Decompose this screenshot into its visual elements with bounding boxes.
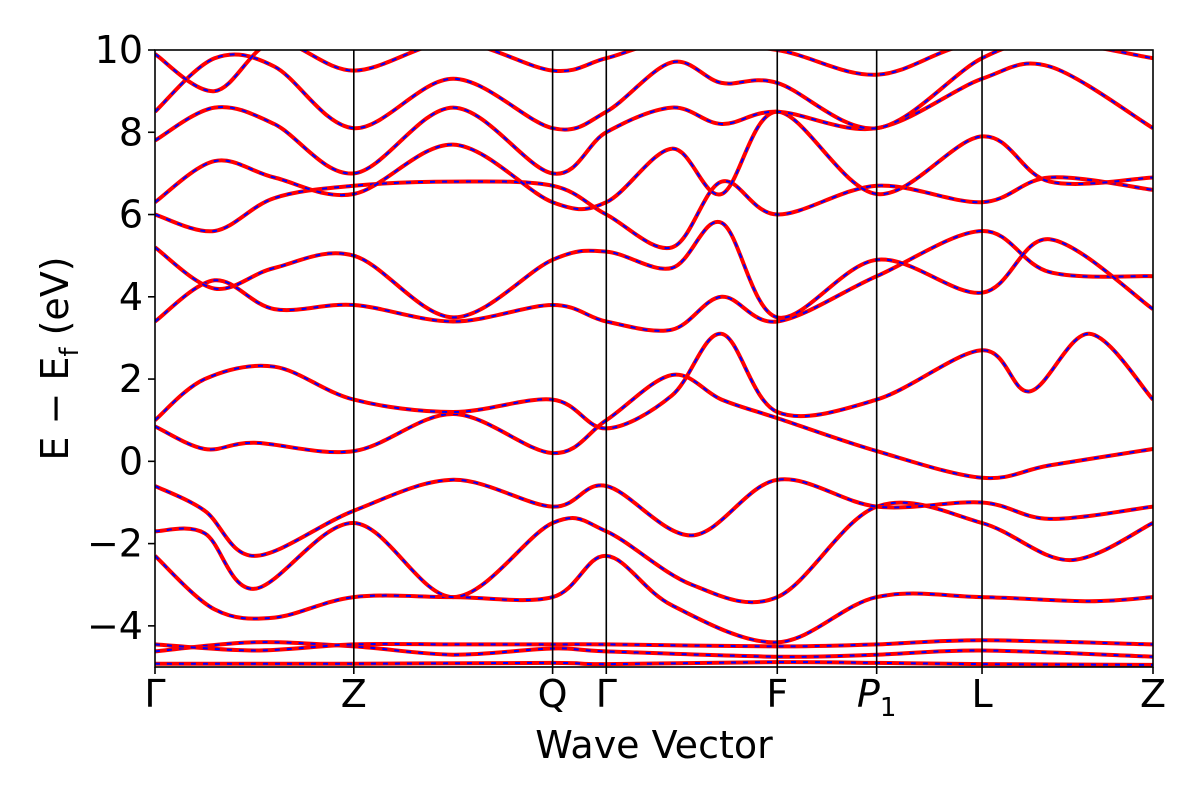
y-axis-ticks: −4 −2 0 2 4 6 8 10 — [87, 28, 155, 648]
band-15-fit-line — [155, 50, 952, 93]
band-6-dft-line — [155, 477, 1153, 558]
x-axis-label: Wave Vector — [535, 723, 773, 767]
x-tick-label: L — [971, 672, 992, 716]
y-tick-label: 8 — [119, 110, 143, 154]
band-1-fit-line — [155, 661, 1153, 666]
y-tick-label: 4 — [119, 275, 143, 319]
y-tick-label: 2 — [119, 357, 143, 401]
band-4-fit-line — [155, 554, 1153, 644]
x-tick-label: Z — [341, 672, 367, 716]
high-symmetry-dividers — [353, 50, 983, 667]
y-axis-label-sub: f — [55, 347, 85, 357]
x-axis-ticks: Γ Z Q Γ F P1 L Z — [144, 667, 1166, 723]
band-13-fit-line — [155, 62, 1153, 175]
x-tick-label: P1 — [857, 672, 896, 723]
band-10-fit-line — [155, 220, 1153, 319]
x-tick-label: Γ — [144, 672, 165, 716]
band-12-fit-line — [155, 110, 1153, 211]
band-12-dft-line — [155, 109, 1153, 212]
band-1-dft-line — [155, 660, 1153, 667]
x-tick-label: Γ — [596, 672, 617, 716]
band-14-fit-line — [155, 50, 1153, 131]
y-tick-label: 6 — [119, 193, 143, 237]
y-tick-label: −4 — [87, 604, 143, 648]
y-axis-label: E − Ef (eV) — [33, 256, 85, 460]
plot-area — [155, 50, 1153, 667]
y-tick-label: 10 — [95, 28, 143, 72]
y-tick-label: −2 — [87, 522, 143, 566]
band-7-fit-line — [155, 373, 1153, 480]
y-axis-label-unit: (eV) — [33, 256, 77, 347]
band-5-fit-line — [155, 501, 1153, 604]
band-7-dft-line — [155, 372, 1153, 481]
plot-frame — [154, 49, 1154, 668]
band-8-dft-line — [155, 331, 1153, 431]
y-tick-label: 0 — [119, 439, 143, 483]
band-9-fit-line — [155, 229, 1153, 332]
x-tick-label: F — [766, 672, 788, 716]
y-axis-label-main: E − E — [33, 357, 77, 461]
band-11-fit-line — [155, 176, 1153, 250]
band-14-dft-line — [155, 50, 1153, 132]
x-tick-label: Z — [1140, 672, 1166, 716]
band-15-dft-line — [155, 50, 955, 94]
band-4-dft-line — [155, 553, 1153, 645]
x-tick-label: Q — [538, 672, 568, 716]
